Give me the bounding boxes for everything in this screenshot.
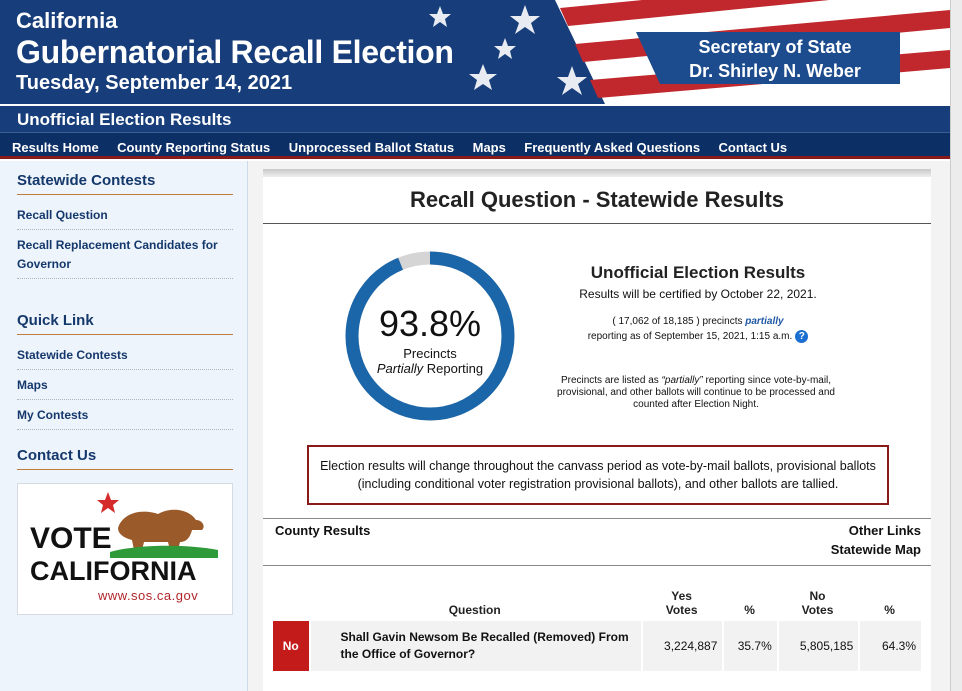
precincts-count: ( 17,062 of 18,185 ) precincts partially [553,316,843,327]
sidebar-link-replacement-candidates[interactable]: Recall Replacement Candidates for Govern… [17,236,233,279]
gauge-reporting: Reporting [423,361,484,376]
county-results-link[interactable]: County Results [275,523,371,538]
nav-unprocessed-ballot-status[interactable]: Unprocessed Ballot Status [288,140,455,155]
precincts-count-text: ( 17,062 of 18,185 ) precincts [612,316,746,327]
outcome-badge: No [273,621,309,671]
certification-date: Results will be certified by October 22,… [579,287,817,301]
no-pct-header: % [884,603,895,617]
sidebar-heading-contact[interactable]: Contact Us [17,447,233,470]
results-panel: Recall Question - Statewide Results 93.8… [263,169,931,691]
note-post: reporting since vote-by-mail, provisiona… [557,375,835,410]
statewide-map-link[interactable]: Statewide Map [830,542,921,557]
sos-name: Dr. Shirley N. Weber [689,61,861,81]
no-votes-value: 5,805,185 [776,621,859,671]
yes-votes-header-text: Yes Votes [665,589,698,617]
yes-votes-header: Yes Votes [641,585,723,621]
precincts-timestamp-text: reporting as of September 15, 2021, 1:15… [587,331,793,343]
question-header: Question [448,603,501,617]
banner-date: Tuesday, September 14, 2021 [16,72,293,94]
subtitle-bar: Unofficial Election Results [0,104,950,132]
results-table: Question Yes Votes % No Votes % No Shall… [273,585,921,671]
county-divider [263,518,931,519]
precincts-note: Precincts are listed as “partially” repo… [541,375,851,411]
results-divider [263,565,931,566]
logo-url: www.sos.ca.gov [98,588,199,603]
gauge-ring [345,251,515,421]
results-warning: Election results will change throughout … [307,445,889,505]
results-header-row: Question Yes Votes % No Votes % [273,585,921,621]
banner-state-title: California [16,8,118,33]
sidebar-link-statewide-contests[interactable]: Statewide Contests [17,346,233,370]
no-pct-value: 64.3% [858,621,921,671]
logo-vote-text: VOTE [30,522,112,555]
yes-votes-value: 3,224,887 [640,621,723,671]
vote-california-logo[interactable]: VOTE CALIFORNIA www.sos.ca.gov [17,483,233,615]
window-edge [950,0,962,691]
gauge-percent: 93.8% [378,303,482,344]
nav-results-home[interactable]: Results Home [12,140,99,155]
main-nav: Results Home County Reporting Status Unp… [0,132,950,159]
precincts-gauge: 93.8% Precincts Partially Reporting [345,251,515,421]
precincts-timestamp: reporting as of September 15, 2021, 1:15… [553,330,843,343]
sidebar-link-maps[interactable]: Maps [17,376,233,400]
gauge-label-reporting: Partially Reporting [345,361,515,376]
no-votes-header: No Votes [777,585,859,621]
nav-faq[interactable]: Frequently Asked Questions [524,140,701,155]
gauge-label-precincts: Precincts [403,346,457,361]
outcome-header [273,585,309,621]
other-links-label: Other Links [848,523,921,538]
header-banner: California Gubernatorial Recall Election… [0,0,950,104]
precincts-partially: partially [745,316,784,327]
main-content: Recall Question - Statewide Results 93.8… [248,161,950,691]
page-title: Recall Question - Statewide Results [409,187,785,212]
nav-county-reporting-status[interactable]: County Reporting Status [117,140,271,155]
yes-pct-header: % [744,603,755,617]
help-icon[interactable]: ? [795,330,809,343]
note-em: “partially” [661,375,703,386]
sos-title: Secretary of State [698,37,852,57]
table-row: No Shall Gavin Newsom Be Recalled (Remov… [273,621,921,671]
gauge-partially: Partially [376,361,424,376]
bear-icon [97,492,218,558]
sidebar-heading-statewide: Statewide Contests [17,172,233,195]
subtitle-text: Unofficial Election Results [17,110,232,129]
title-divider [263,223,931,224]
no-votes-header-text: No Votes [801,589,834,617]
yes-pct-value: 35.7% [722,621,777,671]
sidebar: Statewide Contests Recall Question Recal… [0,161,248,691]
flag-graphic [429,0,950,104]
banner-election-title: Gubernatorial Recall Election [16,34,454,70]
nav-maps[interactable]: Maps [472,140,506,155]
sidebar-link-my-contests[interactable]: My Contests [17,406,233,430]
note-pre: Precincts are listed as [560,375,662,386]
nav-contact-us[interactable]: Contact Us [718,140,788,155]
logo-california-text: CALIFORNIA [30,556,197,586]
question-text: Shall Gavin Newsom Be Recalled (Removed)… [308,621,641,671]
sidebar-link-recall-question[interactable]: Recall Question [17,206,233,230]
unofficial-results-title: Unofficial Election Results [590,263,806,282]
sidebar-heading-quick-link: Quick Link [17,312,233,335]
panel-top-strip [263,169,931,177]
